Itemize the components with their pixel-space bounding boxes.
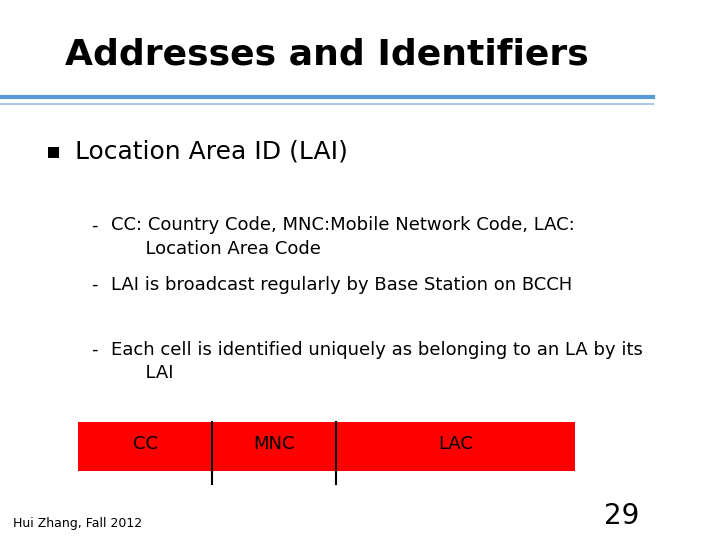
Text: -: - [92, 341, 98, 359]
Text: ▪: ▪ [45, 142, 61, 161]
Text: LAI is broadcast regularly by Base Station on BCCH: LAI is broadcast regularly by Base Stati… [111, 276, 572, 294]
Text: -: - [92, 276, 98, 294]
Bar [79, 422, 575, 471]
Text: 29: 29 [604, 502, 640, 530]
Text: Addresses and Identifiers: Addresses and Identifiers [65, 37, 588, 71]
Text: Location Area ID (LAI): Location Area ID (LAI) [75, 140, 348, 163]
Text: -: - [92, 216, 98, 234]
Text: CC: CC [133, 434, 158, 453]
Text: Each cell is identified uniquely as belonging to an LA by its
      LAI: Each cell is identified uniquely as belo… [111, 341, 643, 382]
Text: CC: Country Code, MNC:Mobile Network Code, LAC:
      Location Area Code: CC: Country Code, MNC:Mobile Network Cod… [111, 216, 575, 258]
Text: LAC: LAC [438, 434, 473, 453]
Text: MNC: MNC [254, 434, 295, 453]
Text: Hui Zhang, Fall 2012: Hui Zhang, Fall 2012 [13, 517, 142, 530]
